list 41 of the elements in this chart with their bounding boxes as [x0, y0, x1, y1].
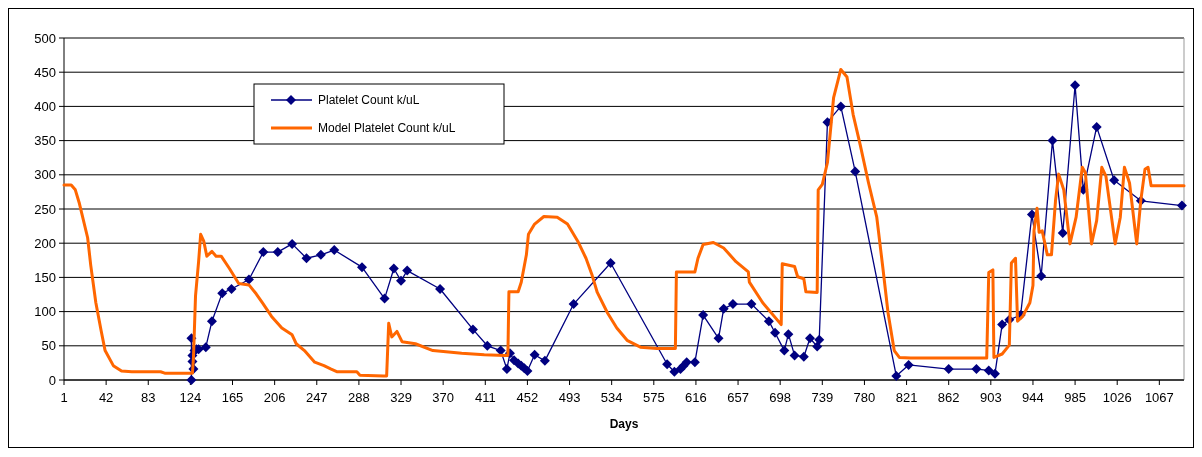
legend-label: Model Platelet Count k/uL: [318, 121, 456, 136]
x-tick-label: 862: [937, 390, 960, 405]
x-tick-label: 534: [600, 390, 623, 405]
x-tick-label: 821: [895, 390, 918, 405]
x-axis-title: Days: [609, 417, 639, 431]
x-tick-label: 411: [474, 390, 496, 405]
x-tick-label: 944: [1022, 390, 1044, 405]
x-tick-label: 288: [348, 390, 370, 405]
y-tick-label: 350: [34, 133, 56, 149]
x-tick-label: 493: [558, 390, 581, 405]
x-tick-label: 329: [390, 390, 412, 405]
y-tick-label: 400: [34, 98, 56, 114]
x-tick-label: 83: [141, 390, 156, 405]
x-tick-label: 698: [769, 390, 792, 405]
x-tick-label: 165: [221, 390, 244, 405]
x-tick-label: 657: [727, 390, 749, 405]
y-tick-label: 300: [34, 167, 56, 183]
x-tick-label: 616: [685, 390, 707, 405]
x-tick-label: 1067: [1144, 390, 1174, 405]
x-tick-label: 1026: [1102, 390, 1132, 405]
x-tick-label: 903: [979, 390, 1002, 405]
y-tick-label: 150: [34, 269, 56, 285]
x-tick-label: 370: [432, 390, 455, 405]
x-tick-label: 739: [811, 390, 834, 405]
x-tick-label: 1: [60, 390, 68, 405]
y-tick-label: 100: [34, 304, 56, 320]
x-tick-label: 206: [263, 390, 286, 405]
x-tick-label: 42: [98, 390, 114, 405]
x-tick-label: 124: [179, 390, 202, 405]
y-tick-label: 50: [41, 338, 56, 354]
x-tick-label: 985: [1064, 390, 1086, 405]
y-tick-label: 450: [34, 64, 56, 80]
x-tick-label: 575: [642, 390, 665, 405]
x-tick-label: 780: [853, 390, 876, 405]
legend-label: Platelet Count k/uL: [318, 93, 420, 108]
y-tick-label: 500: [34, 30, 56, 46]
y-tick-label: 250: [34, 201, 56, 217]
y-tick-label: 0: [48, 372, 56, 388]
y-tick-label: 200: [34, 235, 56, 251]
x-tick-label: 452: [516, 390, 539, 405]
x-tick-label: 247: [305, 390, 328, 405]
